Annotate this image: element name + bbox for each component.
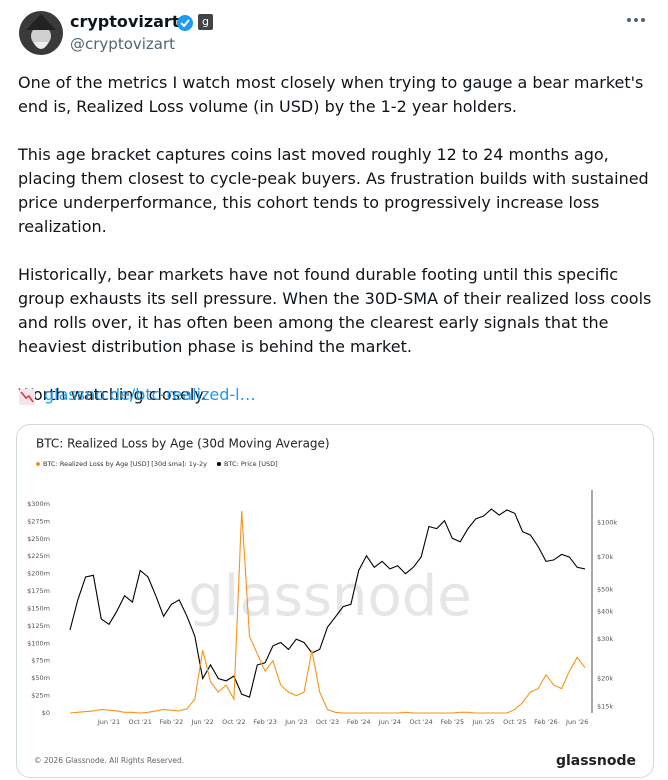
- affiliate-badge: g: [198, 14, 213, 30]
- x-tick-label: Jun '22: [191, 718, 214, 726]
- x-tick-label: Feb '24: [347, 718, 371, 726]
- y-tick-label: $75m: [31, 657, 50, 665]
- x-tick-label: Jun '24: [378, 718, 401, 726]
- y2-tick-label: $50k: [597, 586, 613, 594]
- tweet-text: One of the metrics I watch most closely …: [18, 71, 652, 431]
- y2-tick-label: $20k: [597, 674, 613, 682]
- paragraph: Historically, bear markets have not foun…: [18, 265, 652, 356]
- x-tick-label: Oct '22: [222, 718, 245, 726]
- media-card[interactable]: BTC: Realized Loss by Age (30d Moving Av…: [16, 424, 654, 778]
- x-tick-label: Oct '23: [316, 718, 339, 726]
- x-tick-label: Oct '21: [129, 718, 152, 726]
- x-tick-label: Feb '23: [253, 718, 277, 726]
- y2-tick-label: $70k: [597, 553, 613, 561]
- y-tick-label: $300m: [27, 500, 50, 508]
- y2-tick-label: $30k: [597, 635, 613, 643]
- y2-tick-label: $40k: [597, 607, 613, 615]
- y-tick-label: $25m: [31, 692, 50, 700]
- y-tick-label: $200m: [27, 570, 50, 578]
- x-tick-label: Jun '25: [471, 718, 494, 726]
- more-menu[interactable]: [626, 14, 646, 26]
- paragraph: One of the metrics I watch most closely …: [18, 73, 644, 116]
- x-tick-label: Jun '23: [284, 718, 307, 726]
- author-name[interactable]: cryptovizart: [70, 12, 180, 31]
- legend-swatch: [216, 462, 221, 466]
- brand-logo: glassnode: [556, 753, 636, 769]
- paragraph: Worth watching closely.: [18, 385, 207, 404]
- x-tick-label: Feb '25: [441, 718, 465, 726]
- avatar[interactable]: [18, 10, 64, 56]
- y-tick-label: $225m: [27, 552, 50, 560]
- verified-badge: [177, 15, 193, 31]
- y-tick-label: $0: [42, 709, 50, 717]
- chart: BTC: Realized Loss by Age (30d Moving Av…: [27, 437, 636, 770]
- author-handle[interactable]: @cryptovizart: [70, 35, 176, 53]
- y-tick-label: $100m: [27, 639, 50, 647]
- y-tick-label: $50m: [31, 674, 50, 682]
- x-tick-label: Oct '24: [409, 718, 432, 726]
- series-line: [69, 510, 586, 714]
- y-tick-label: $175m: [27, 587, 50, 595]
- x-tick-label: Jun '26: [565, 718, 588, 726]
- x-tick-label: Feb '22: [160, 718, 184, 726]
- x-tick-label: Jun '21: [97, 718, 120, 726]
- x-tick-label: Oct '25: [503, 718, 526, 726]
- watermark: glassnode: [188, 564, 472, 629]
- legend-label: BTC: Price [USD]: [224, 460, 278, 468]
- x-tick-label: Feb '26: [534, 718, 558, 726]
- legend-label: BTC: Realized Loss by Age [USD] [30d sma…: [43, 460, 207, 468]
- y2-tick-label: $15k: [597, 702, 613, 710]
- y-tick-label: $125m: [27, 622, 50, 630]
- series-line: [69, 508, 586, 698]
- chart-title: BTC: Realized Loss by Age (30d Moving Av…: [36, 437, 330, 451]
- y-tick-label: $250m: [27, 535, 50, 543]
- y2-tick-label: $100k: [597, 519, 618, 527]
- legend-swatch: [36, 462, 40, 466]
- y-tick-label: $150m: [27, 604, 50, 612]
- link-icon: [19, 389, 35, 405]
- y-tick-label: $275m: [27, 517, 50, 525]
- copyright: © 2026 Glassnode. All Rights Reserved.: [34, 756, 184, 765]
- link[interactable]: glassno.de/btc-realized-l…: [44, 385, 256, 404]
- paragraph: This age bracket captures coins last mov…: [18, 145, 649, 236]
